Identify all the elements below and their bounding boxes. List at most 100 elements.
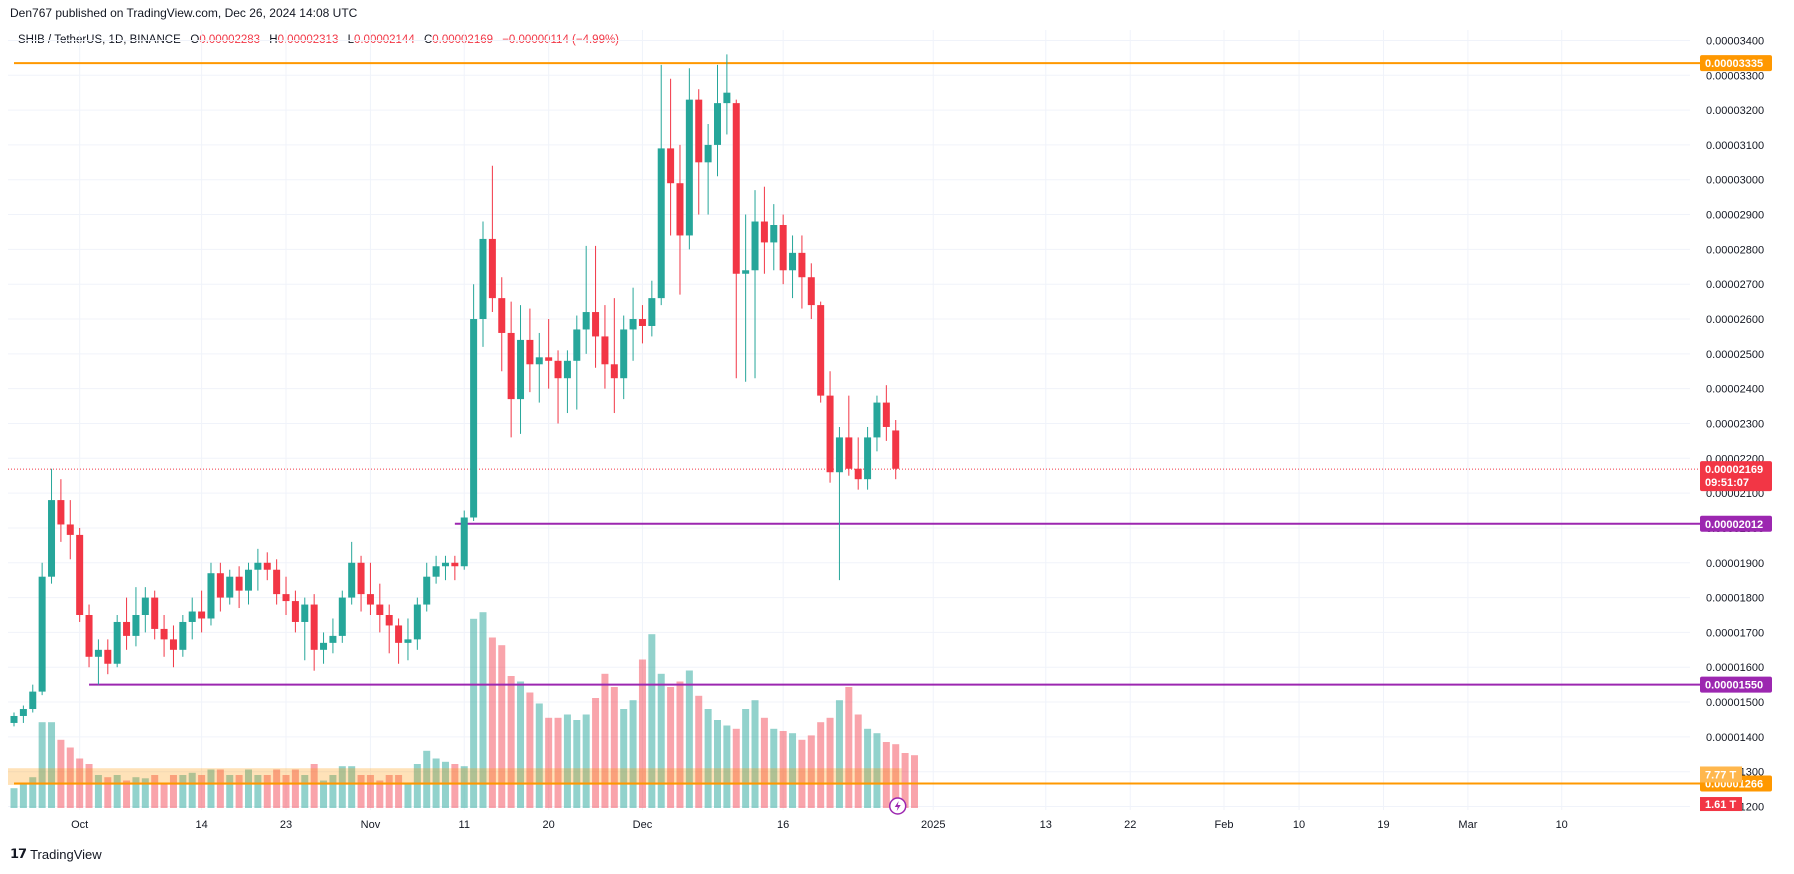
volume-bar bbox=[451, 764, 459, 808]
volume-badge bbox=[1700, 766, 1742, 783]
candle-body bbox=[798, 252, 806, 278]
x-tick-label: 20 bbox=[543, 819, 555, 831]
candle-body bbox=[85, 615, 93, 657]
volume-bar bbox=[685, 670, 693, 808]
y-tick-label: 0.00002300 bbox=[1706, 418, 1764, 430]
candle-body bbox=[216, 573, 224, 598]
candle-body bbox=[657, 148, 665, 299]
candle-body bbox=[488, 238, 496, 299]
volume-bar bbox=[123, 780, 131, 808]
candle-body bbox=[338, 597, 346, 636]
y-tick-label: 0.00002900 bbox=[1706, 210, 1764, 222]
x-tick-label: Feb bbox=[1215, 819, 1234, 831]
volume-bar bbox=[582, 714, 590, 808]
candle-body bbox=[592, 312, 600, 337]
candle-body bbox=[432, 566, 440, 577]
candle-body bbox=[179, 621, 187, 650]
volume-bar bbox=[545, 717, 553, 808]
volume-bar bbox=[470, 618, 478, 808]
candle-body bbox=[732, 103, 740, 274]
candle-body bbox=[357, 562, 365, 595]
published-line: Den767 published on TradingView.com, Dec… bbox=[10, 6, 358, 20]
volume-bar bbox=[826, 717, 834, 808]
candle-body bbox=[423, 576, 431, 605]
candle-body bbox=[245, 569, 252, 591]
candle-body bbox=[807, 277, 815, 306]
candle-body bbox=[254, 562, 262, 570]
volume-bar bbox=[19, 783, 27, 808]
volume-bar bbox=[188, 772, 196, 808]
volume-bar bbox=[404, 783, 412, 808]
candle-body bbox=[395, 625, 403, 643]
volume-bar bbox=[413, 764, 421, 808]
price-chart[interactable]: 0.00003400 0.00003300 0.00003200 0.00003100… bbox=[0, 22, 1794, 844]
candle-body bbox=[779, 225, 787, 271]
volume-bar bbox=[798, 739, 806, 808]
candle-body bbox=[723, 92, 731, 104]
y-tick-label: 0.00002700 bbox=[1706, 279, 1764, 291]
volume-bar bbox=[667, 687, 675, 808]
candle-body bbox=[235, 576, 243, 591]
candle-body bbox=[667, 148, 675, 184]
tradingview-logo-icon: 𝟭𝟳 bbox=[10, 846, 27, 861]
footer-brand[interactable]: 𝟭𝟳 TradingView bbox=[10, 846, 102, 862]
volume-bar bbox=[57, 739, 65, 808]
y-tick-label: 0.00002100 bbox=[1706, 488, 1764, 500]
volume-bar bbox=[742, 709, 750, 808]
candle-body bbox=[263, 562, 271, 570]
x-tick-label: 10 bbox=[1556, 819, 1568, 831]
y-tick-label: 0.00001800 bbox=[1706, 593, 1764, 605]
last-price-badge bbox=[1700, 461, 1772, 492]
level-price-badge bbox=[1700, 515, 1772, 532]
volume-bar bbox=[395, 775, 403, 808]
volume-bar bbox=[10, 788, 18, 808]
volume-bar bbox=[910, 755, 918, 808]
volume-bar bbox=[254, 775, 262, 808]
volume-bar bbox=[338, 766, 346, 808]
candle-body bbox=[329, 635, 337, 643]
candle-body bbox=[66, 524, 74, 535]
candle-body bbox=[620, 329, 628, 379]
volume-bar bbox=[629, 700, 637, 808]
y-tick-label: 0.00001700 bbox=[1706, 627, 1764, 639]
y-tick-label: 0.00001400 bbox=[1706, 732, 1764, 744]
candle-body bbox=[629, 319, 637, 330]
candle-body bbox=[113, 621, 121, 664]
volume-bar bbox=[376, 780, 384, 808]
volume-bar bbox=[789, 733, 797, 808]
volume-bar bbox=[732, 728, 740, 808]
volume-bar bbox=[873, 733, 881, 808]
volume-profile-band bbox=[8, 768, 902, 785]
volume-bar bbox=[94, 775, 102, 808]
candle-body bbox=[479, 238, 487, 320]
volume-bar bbox=[179, 775, 187, 808]
candle-body bbox=[695, 99, 703, 163]
volume-bar bbox=[535, 703, 543, 808]
lightning-glyph bbox=[894, 801, 901, 811]
candle-body bbox=[19, 709, 27, 716]
candle-body bbox=[404, 639, 412, 643]
volume-bar bbox=[714, 720, 721, 808]
brand-name: TradingView bbox=[30, 846, 102, 862]
volume-bar bbox=[85, 764, 93, 808]
volume-bar bbox=[460, 766, 468, 808]
volume-bar bbox=[854, 714, 862, 808]
candle-body bbox=[714, 103, 721, 145]
candle-body bbox=[826, 395, 834, 473]
level-price-badge-text: 0.00003335 bbox=[1705, 58, 1763, 70]
volume-bar bbox=[657, 673, 665, 808]
volume-bar bbox=[751, 700, 759, 808]
volume-bar bbox=[29, 777, 37, 808]
candle-body bbox=[498, 298, 506, 333]
candle-body bbox=[320, 642, 328, 650]
volume-bar bbox=[563, 714, 571, 808]
candle-body bbox=[517, 339, 525, 400]
candle-body bbox=[470, 319, 478, 518]
candle-body bbox=[864, 437, 872, 480]
volume-bar bbox=[151, 775, 159, 808]
candle-body bbox=[817, 305, 825, 396]
candle-body bbox=[160, 628, 168, 640]
volume-bar bbox=[291, 769, 299, 808]
volume-bar bbox=[770, 728, 778, 808]
volume-bar bbox=[779, 731, 787, 808]
